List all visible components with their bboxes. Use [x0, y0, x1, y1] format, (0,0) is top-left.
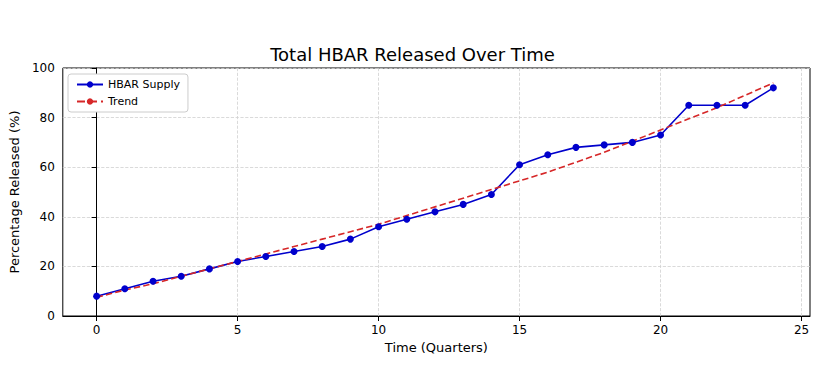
svg-text:20: 20 [40, 259, 55, 273]
svg-text:10: 10 [371, 323, 386, 337]
svg-text:25: 25 [794, 323, 809, 337]
svg-text:Time (Quarters): Time (Quarters) [384, 340, 488, 355]
svg-text:0: 0 [47, 309, 55, 323]
svg-text:HBAR Supply: HBAR Supply [108, 78, 180, 91]
svg-text:0: 0 [93, 323, 101, 337]
svg-text:100: 100 [32, 61, 55, 75]
svg-text:40: 40 [40, 210, 55, 224]
svg-text:Percentage Released (%): Percentage Released (%) [7, 111, 22, 274]
svg-text:80: 80 [40, 111, 55, 125]
svg-text:5: 5 [234, 323, 242, 337]
svg-text:20: 20 [653, 323, 668, 337]
svg-text:Trend: Trend [107, 95, 138, 108]
svg-text:60: 60 [40, 160, 55, 174]
svg-text:Total HBAR Released Over Time: Total HBAR Released Over Time [269, 44, 555, 65]
svg-text:15: 15 [512, 323, 527, 337]
